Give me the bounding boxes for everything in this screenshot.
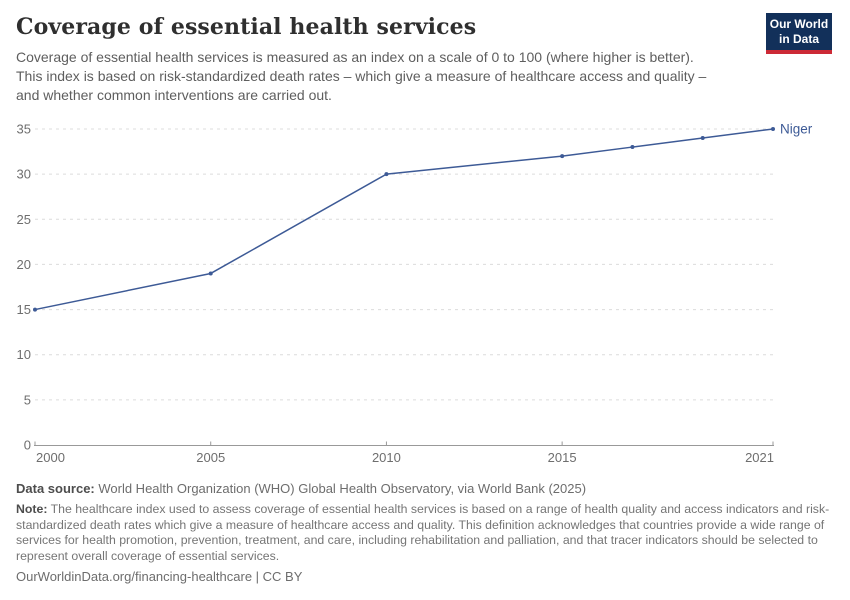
data-point [208, 271, 213, 276]
subtitle-line: and whether common interventions are car… [16, 87, 332, 103]
data-source-text: World Health Organization (WHO) Global H… [94, 481, 587, 496]
data-source-line: Data source: World Health Organization (… [16, 481, 836, 496]
chart-header: Coverage of essential health services Co… [16, 14, 750, 105]
x-tick-label: 2000 [36, 450, 65, 465]
data-point [771, 127, 775, 131]
x-tick-label: 2005 [196, 450, 225, 465]
data-point [33, 307, 37, 312]
data-point [560, 154, 565, 159]
chart-footer: Data source: World Health Organization (… [16, 481, 836, 584]
owid-logo: Our World in Data [766, 13, 832, 54]
data-point [700, 136, 705, 141]
page-title: Coverage of essential health services [16, 14, 477, 40]
y-tick-label: 0 [24, 438, 31, 453]
y-tick-label: 5 [24, 392, 31, 407]
note-label: Note: [16, 502, 48, 516]
y-tick-label: 15 [17, 302, 31, 317]
chart-subtitle: Coverage of essential health services is… [16, 48, 750, 105]
y-tick-label: 35 [17, 122, 31, 137]
y-tick-label: 20 [17, 257, 31, 272]
x-tick-label: 2021 [745, 450, 774, 465]
x-tick-label: 2010 [372, 450, 401, 465]
series-label-niger: Niger [780, 122, 813, 137]
data-point [384, 172, 389, 177]
citation-url: OurWorldinData.org/financing-healthcare … [16, 569, 303, 585]
data-line-niger [34, 128, 774, 311]
owid-logo-line2: in Data [778, 32, 819, 46]
subtitle-line: This index is based on risk-standardized… [16, 68, 707, 84]
y-tick-label: 25 [17, 212, 31, 227]
y-tick-label: 30 [17, 167, 31, 182]
note-text: The healthcare index used to assess cove… [16, 502, 830, 563]
owid-logo-line1: Our World [769, 17, 829, 31]
data-source-label: Data source: [16, 481, 95, 496]
x-tick-label: 2015 [548, 450, 577, 465]
subtitle-line: Coverage of essential health services is… [16, 49, 694, 65]
data-point [630, 145, 635, 150]
y-tick-label: 10 [17, 347, 31, 362]
note-line: Note: The healthcare index used to asses… [16, 502, 836, 564]
